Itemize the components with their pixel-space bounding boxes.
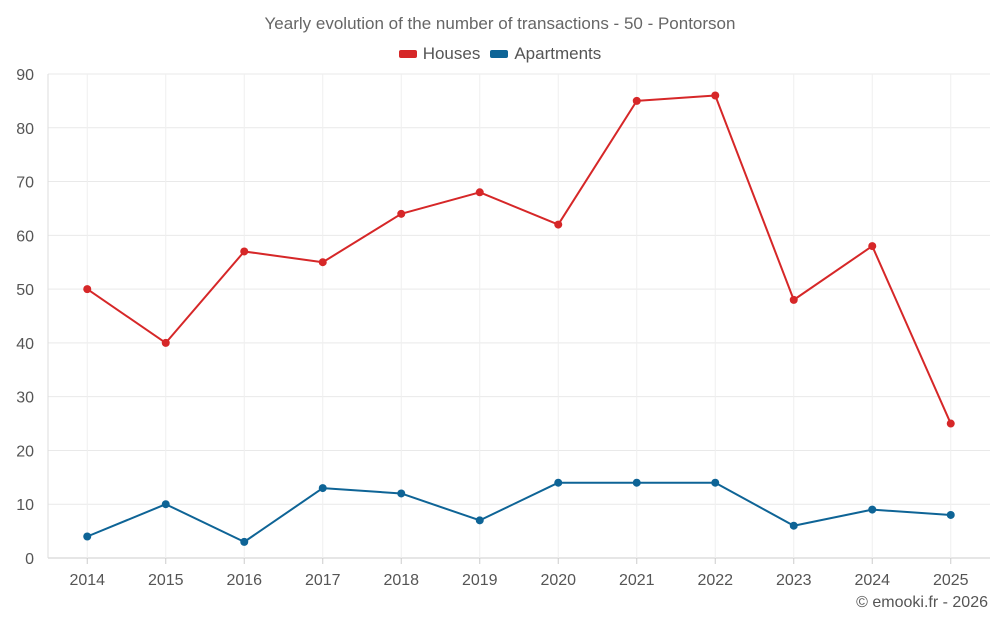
data-point-apartments: [868, 505, 877, 514]
data-point-apartments: [554, 478, 563, 487]
x-tick-label: 2022: [697, 572, 733, 589]
data-point-houses: [475, 188, 484, 197]
data-point-houses: [161, 338, 170, 347]
y-tick-label: 70: [16, 175, 34, 192]
data-point-apartments: [397, 489, 406, 498]
y-tick-label: 0: [25, 551, 34, 568]
data-point-apartments: [946, 510, 955, 519]
data-point-houses: [83, 285, 92, 294]
data-point-houses: [397, 209, 406, 218]
data-point-apartments: [83, 532, 92, 541]
x-tick-label: 2015: [148, 572, 184, 589]
y-tick-label: 20: [16, 443, 34, 460]
legend-label-apartments: Apartments: [514, 44, 602, 63]
data-point-houses: [632, 96, 641, 105]
series-line-houses: [86, 94, 952, 424]
y-tick-label: 10: [16, 497, 34, 514]
series-line-apartments: [86, 481, 951, 543]
x-tick-label: 2016: [226, 572, 262, 589]
y-tick-label: 80: [16, 121, 34, 138]
legend: Houses Apartments: [0, 44, 1000, 64]
x-tick-label: 2021: [619, 572, 655, 589]
credit: © emooki.fr - 2026: [856, 594, 988, 611]
data-point-apartments: [475, 516, 484, 525]
data-point-apartments: [318, 484, 327, 493]
x-tick-label: 2014: [69, 572, 105, 589]
chart-title: Yearly evolution of the number of transa…: [264, 14, 736, 33]
legend-swatch-houses: [398, 50, 417, 58]
data-point-houses: [554, 220, 563, 229]
x-tick-label: 2019: [462, 572, 498, 589]
y-tick-label: 50: [16, 282, 34, 299]
y-tick-label: 90: [16, 67, 34, 84]
x-tick-label: 2020: [540, 572, 576, 589]
data-point-apartments: [632, 478, 641, 487]
legend-label-houses: Houses: [422, 44, 481, 63]
data-point-houses: [318, 258, 327, 267]
x-tick-label: 2023: [776, 572, 812, 589]
legend-item-houses[interactable]: Houses: [398, 44, 481, 64]
x-tick-label: 2017: [305, 572, 341, 589]
data-point-apartments: [711, 478, 720, 487]
data-point-apartments: [240, 537, 249, 546]
x-tick-label: 2018: [383, 572, 419, 589]
data-point-houses: [946, 419, 955, 428]
y-tick-label: 60: [16, 228, 34, 245]
y-tick-label: 30: [16, 390, 34, 407]
data-point-apartments: [789, 521, 798, 530]
data-point-apartments: [161, 500, 170, 509]
data-point-houses: [789, 295, 798, 304]
x-tick-label: 2024: [854, 572, 890, 589]
legend-swatch-apartments: [490, 50, 509, 58]
legend-item-apartments[interactable]: Apartments: [490, 44, 601, 64]
x-tick-label: 2025: [933, 572, 969, 589]
data-point-houses: [240, 247, 249, 256]
data-point-houses: [711, 91, 720, 100]
data-point-houses: [868, 242, 877, 251]
y-tick-label: 40: [16, 336, 34, 353]
